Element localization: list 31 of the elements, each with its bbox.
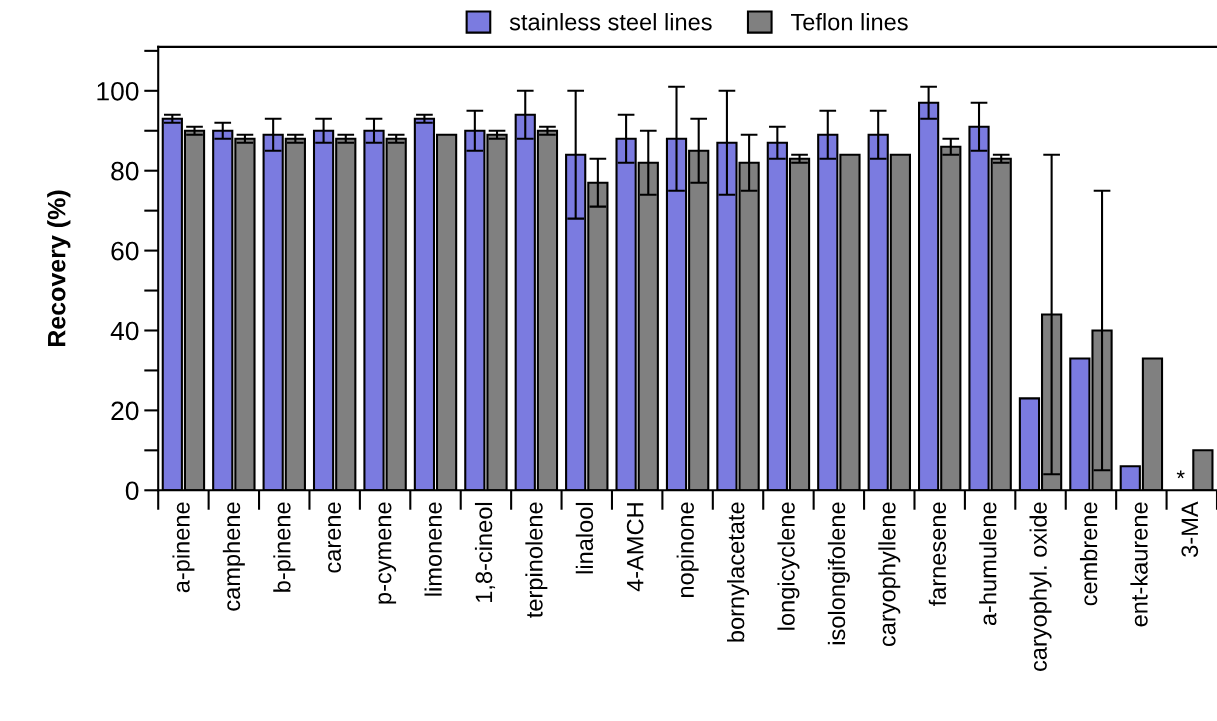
x-tick-label: bornylacetate [727, 502, 750, 642]
x-tick-label: ent-kaurene [1130, 502, 1148, 627]
x-tick-label: b-pinene [273, 502, 296, 592]
annotation: * [1176, 470, 1185, 479]
x-tick-label: isolongifolene [827, 502, 850, 645]
x-tick-label: caryophyllene [878, 502, 901, 647]
y-tick-label: 80 [111, 161, 139, 181]
x-tick-label: caryophyl. oxide [1029, 502, 1052, 671]
x-tick-label: 3-MA [1181, 501, 1199, 557]
y-tick-label: 100 [97, 81, 139, 101]
x-tick-label: terpinolene [525, 502, 548, 618]
x-tick-label: carene [328, 502, 342, 573]
x-tick-label: 1,8-cineol [474, 502, 496, 602]
x-tick-label: farnesene [928, 502, 947, 607]
y-tick-label: 0 [125, 481, 139, 501]
legend-label: stainless steel lines [509, 13, 712, 31]
y-tick-label: 60 [111, 241, 139, 261]
x-tick-label: camphene [222, 502, 245, 611]
x-tick-label: cembrene [1079, 502, 1098, 606]
x-tick-label: a-humulene [979, 502, 997, 626]
x-tick-label: a-pinene [172, 502, 195, 593]
y-tick-label: 20 [111, 401, 139, 421]
x-tick-label: linalool [575, 502, 594, 574]
y-axis-title: Recovery (%) [47, 190, 71, 347]
x-tick-label: longicyclene [777, 502, 800, 630]
x-tick-label: 4-AMCH [626, 503, 644, 592]
legend-label: Teflon lines [790, 13, 908, 31]
x-tick-label: limonene [424, 502, 442, 596]
y-tick-label: 40 [110, 321, 139, 341]
x-tick-label: nopinone [676, 502, 699, 597]
x-tick-label: p-cymene [378, 502, 397, 604]
